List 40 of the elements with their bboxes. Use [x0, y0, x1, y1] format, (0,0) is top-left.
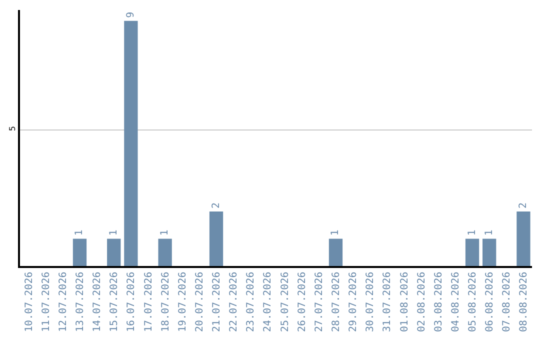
data-label: 1 — [160, 230, 171, 236]
x-tick-label: 26.07.2026 — [296, 272, 308, 332]
x-tick-label: 17.07.2026 — [143, 272, 154, 332]
x-tick-label: 05.08.2026 — [468, 272, 479, 332]
x-tick-label: 31.07.2026 — [382, 272, 394, 332]
data-label: 1 — [330, 230, 342, 236]
data-label: 2 — [210, 202, 222, 209]
x-tick-label: 07.08.2026 — [502, 272, 513, 332]
x-tick-label: 11.07.2026 — [40, 272, 52, 332]
data-label: 1 — [466, 230, 478, 236]
y-tick-label: 5 — [8, 126, 18, 132]
x-tick-label: 27.07.2026 — [314, 272, 325, 332]
x-tick-label: 15.07.2026 — [109, 272, 120, 332]
x-tick-label: 13.07.2026 — [74, 272, 86, 332]
x-tick-label: 14.07.2026 — [92, 272, 104, 332]
x-tick-label: 24.07.2026 — [262, 272, 274, 332]
x-tick-label: 22.07.2026 — [228, 272, 240, 332]
x-tick-label: 16.07.2026 — [126, 272, 138, 332]
data-label: 1 — [484, 230, 495, 236]
x-tick-label: 23.07.2026 — [246, 272, 257, 332]
x-tick-label: 08.08.2026 — [518, 272, 530, 332]
x-tick-label: 04.08.2026 — [450, 272, 462, 332]
x-tick-label: 06.08.2026 — [484, 272, 496, 332]
x-tick-label: 19.07.2026 — [177, 272, 188, 332]
x-tick-label: 18.07.2026 — [160, 272, 172, 332]
x-tick-label: 12.07.2026 — [58, 272, 69, 332]
x-tick-label: 01.08.2026 — [399, 272, 410, 332]
x-tick-label: 20.07.2026 — [194, 272, 206, 332]
x-tick-label: 25.07.2026 — [280, 272, 291, 332]
data-label: 1 — [74, 230, 86, 236]
x-tick-label: 29.07.2026 — [348, 272, 360, 332]
data-label: 1 — [108, 230, 120, 236]
x-tick-label: 28.07.2026 — [330, 272, 342, 332]
x-tick-label: 10.07.2026 — [24, 272, 35, 332]
x-tick-label: 03.08.2026 — [433, 272, 444, 332]
x-tick-label: 30.07.2026 — [365, 272, 376, 332]
x-tick-label: 21.07.2026 — [212, 272, 223, 332]
data-label: 9 — [125, 12, 136, 18]
x-tick-label: 02.08.2026 — [416, 272, 428, 332]
data-label: 2 — [518, 202, 529, 209]
